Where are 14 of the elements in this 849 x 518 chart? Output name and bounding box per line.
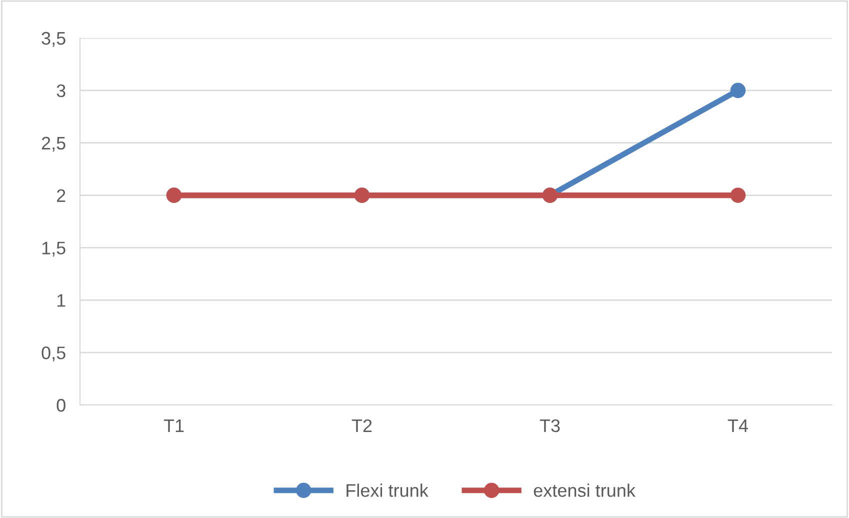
- y-tick-label: 2: [56, 189, 66, 202]
- y-tick-label: 1,5: [42, 242, 66, 257]
- legend-label: extensi trunk: [534, 484, 636, 497]
- y-tick-label: 1: [57, 294, 66, 307]
- x-tick-label: T3: [540, 419, 560, 432]
- y-tick-label: 2,5: [42, 136, 66, 152]
- x-tick-label: T4: [728, 420, 748, 432]
- x-tick-label: T2: [352, 419, 372, 432]
- y-tick-label: 0: [56, 398, 66, 412]
- legend-label: Flexi trunk: [346, 484, 428, 497]
- y-tick-label: 3,5: [42, 32, 66, 47]
- x-tick-label: T1: [164, 420, 184, 432]
- y-tick-label: 0,5: [42, 346, 66, 362]
- y-tick-label: 3: [56, 84, 66, 98]
